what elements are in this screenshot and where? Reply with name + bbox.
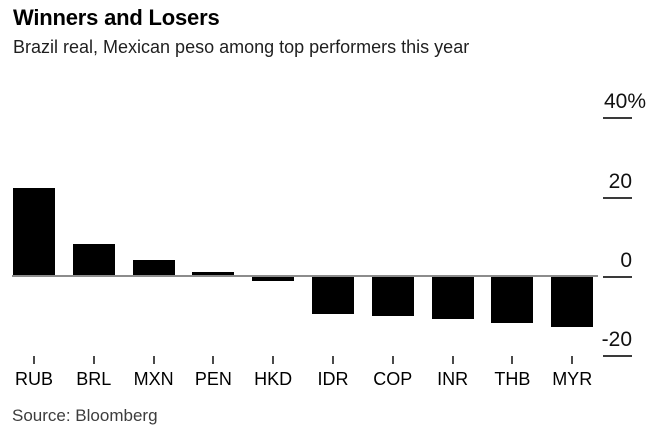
x-axis-tick-RUB bbox=[33, 356, 35, 364]
x-axis-tick-MYR bbox=[571, 356, 574, 364]
y-axis-label-40: 40% bbox=[603, 90, 646, 114]
y-axis-label--20: -20 bbox=[601, 328, 632, 352]
x-axis-tick-COP bbox=[391, 356, 394, 364]
chart-subtitle: Brazil real, Mexican peso among top perf… bbox=[13, 37, 470, 57]
x-axis-tick-BRL bbox=[92, 356, 95, 364]
x-axis-label-COP: COP bbox=[373, 369, 413, 389]
y-axis-tick-40 bbox=[603, 117, 632, 120]
x-axis-tick-INR bbox=[451, 356, 454, 364]
bar-MYR bbox=[551, 277, 594, 328]
x-axis-label-MXN: MXN bbox=[133, 369, 174, 389]
x-axis-label-HKD: HKD bbox=[254, 369, 293, 389]
x-axis-tick-THB bbox=[511, 356, 514, 364]
x-axis-label-THB: THB bbox=[494, 369, 531, 389]
bar-HKD bbox=[252, 277, 295, 281]
chart-title: Winners and Losers bbox=[13, 5, 220, 30]
bar-PEN bbox=[192, 271, 235, 277]
bar-INR bbox=[431, 277, 474, 319]
y-axis-tick--20 bbox=[603, 355, 632, 358]
bar-RUB bbox=[13, 188, 55, 277]
y-axis-tick-0 bbox=[603, 276, 632, 278]
zero-baseline bbox=[12, 275, 598, 277]
x-axis-tick-MXN bbox=[152, 356, 155, 364]
x-axis-tick-HKD bbox=[272, 356, 275, 364]
x-axis-tick-PEN bbox=[212, 356, 215, 364]
bar-MXN bbox=[132, 259, 175, 277]
x-axis-label-INR: INR bbox=[437, 369, 469, 389]
x-axis-label-PEN: PEN bbox=[194, 369, 232, 389]
y-axis-tick-20 bbox=[603, 196, 632, 199]
y-axis-label-0: 0 bbox=[620, 249, 632, 272]
y-axis-label-20: 20 bbox=[608, 169, 632, 193]
source-attribution: Source: Bloomberg bbox=[12, 406, 158, 425]
x-axis-label-BRL: BRL bbox=[76, 369, 112, 389]
bar-THB bbox=[491, 277, 534, 323]
x-axis-tick-IDR bbox=[332, 356, 334, 364]
x-axis-label-MYR: MYR bbox=[552, 369, 593, 389]
x-axis-label-IDR: IDR bbox=[317, 369, 349, 389]
bar-BRL bbox=[72, 244, 115, 277]
x-axis-label-RUB: RUB bbox=[14, 369, 53, 389]
bar-COP bbox=[371, 277, 414, 317]
bar-IDR bbox=[312, 277, 354, 314]
